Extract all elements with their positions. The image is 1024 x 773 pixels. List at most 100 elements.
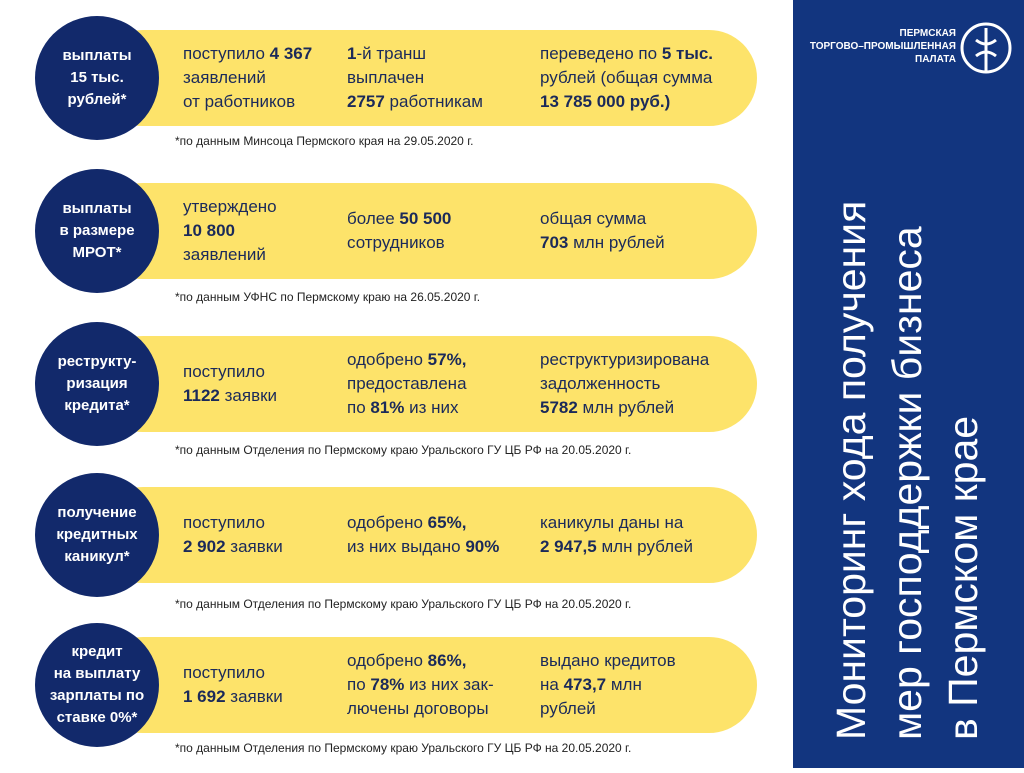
info-line: переведено по 5 тыс. <box>540 42 713 66</box>
label-line: 15 тыс. <box>70 69 124 86</box>
text: каникулы даны на <box>540 513 684 532</box>
info-line: по 81% из них <box>347 396 467 420</box>
info-line: 2 947,5 млн рублей <box>540 535 693 559</box>
label-line: рублей* <box>67 91 127 108</box>
text: лючены договоры <box>347 699 489 718</box>
label-line: в размере <box>59 222 135 239</box>
row-pill <box>95 487 757 583</box>
info-cell: каникулы даны на 2 947,5 млн рублей <box>540 487 693 583</box>
label-line: зарплаты по <box>49 687 145 704</box>
info-line: из них выдано 90% <box>347 535 499 559</box>
row-label: кредит на выплату зарплаты по ставке 0%* <box>35 623 159 747</box>
row-label: получение кредитных каникул* <box>35 473 159 597</box>
figure: 10 800 <box>183 221 235 240</box>
info-cell: поступило 1122 заявки <box>183 336 277 432</box>
label-line: ставке 0%* <box>56 709 138 726</box>
text: поступило <box>183 362 265 381</box>
logo-text: ПЕРМСКАЯ <box>900 28 956 39</box>
logo-text: ПАЛАТА <box>915 54 956 65</box>
figure: 57%, <box>427 350 467 369</box>
figure: 473,7 <box>563 675 607 694</box>
footnote: *по данным Отделения по Пермскому краю У… <box>175 741 632 755</box>
info-line: заявлений <box>183 66 312 90</box>
info-line: 1-й транш <box>347 42 483 66</box>
text: млн <box>606 675 642 694</box>
text: млн рублей <box>577 398 675 417</box>
text: одобрено <box>347 513 428 532</box>
side-panel: ПЕРМСКАЯ ТОРГОВО–ПРОМЫШЛЕННАЯ ПАЛАТА Монит… <box>793 0 1024 768</box>
info-cell: поступило 2 902 заявки <box>183 487 283 583</box>
label-line: ризация <box>66 375 128 392</box>
text: задолженность <box>540 374 661 393</box>
info-line: более 50 500 <box>347 207 451 231</box>
info-line: одобрено 57%, <box>347 348 467 372</box>
text: по <box>347 675 371 694</box>
info-line: 5782 млн рублей <box>540 396 709 420</box>
info-line: одобрено 86%, <box>347 649 494 673</box>
text: млн рублей <box>596 537 693 556</box>
info-cell: одобрено 57%, предоставлена по 81% из них <box>347 336 467 432</box>
figure: 1122 <box>183 386 220 405</box>
figure: 703 <box>540 233 569 252</box>
info-cell: выдано кредитов на 473,7 млн рублей <box>540 637 676 733</box>
info-line: выплачен <box>347 66 483 90</box>
label-line: на выплату <box>53 665 141 682</box>
row-label: реструкту-ризация кредита* <box>35 322 159 446</box>
info-line: общая сумма <box>540 207 665 231</box>
info-line: поступило <box>183 661 283 685</box>
text: заявлений <box>183 245 266 264</box>
info-line: рублей (общая сумма <box>540 66 713 90</box>
figure: 78% <box>370 675 405 694</box>
logo-text: ТОРГОВО–ПРОМЫШЛЕННАЯ <box>810 41 956 52</box>
info-line: 10 800 <box>183 219 277 243</box>
figure: 1 <box>347 44 357 63</box>
row-pill <box>95 637 757 733</box>
figure: 86%, <box>427 651 467 670</box>
footnote: *по данным Отделения по Пермскому краю У… <box>175 443 632 457</box>
figure: 13 785 000 руб.) <box>540 92 671 111</box>
info-line: 13 785 000 руб.) <box>540 90 713 114</box>
text: -й транш <box>356 44 427 63</box>
info-line: каникулы даны на <box>540 511 693 535</box>
label-line: кредитных <box>56 526 138 543</box>
side-svg: ПЕРМСКАЯ ТОРГОВО–ПРОМЫШЛЕННАЯ ПАЛАТА Монит… <box>810 22 1012 740</box>
text: сотрудников <box>347 233 445 252</box>
info-line: заявлений <box>183 243 277 267</box>
info-line: по 78% из них зак- <box>347 673 494 697</box>
row-label: выплаты 15 тыс. рублей* <box>35 16 159 140</box>
info-cell: 1-й транш выплачен 2757 работникам <box>347 30 483 126</box>
info-line: одобрено 65%, <box>347 511 499 535</box>
info-cell: переведено по 5 тыс. рублей (общая сумма 1… <box>540 30 713 126</box>
title-line: мер господдержки бизнеса <box>884 226 930 740</box>
text: поступило <box>183 44 270 63</box>
text: утверждено <box>183 197 277 216</box>
label-line: кредита* <box>64 397 130 414</box>
figure: 50 500 <box>399 209 452 228</box>
info-cell: поступило 1 692 заявки <box>183 637 283 733</box>
label-line: кредит <box>71 643 123 660</box>
info-line: от работников <box>183 90 312 114</box>
info-cell: одобрено 86%, по 78% из них зак-лючены до… <box>347 637 494 733</box>
figure: 2757 <box>347 92 385 111</box>
info-line: 1122 заявки <box>183 384 277 408</box>
figure: 90% <box>465 537 500 556</box>
text: заявки <box>225 537 283 556</box>
text: переведено по <box>540 44 662 63</box>
figure: 5 тыс. <box>661 44 714 63</box>
info-cell: более 50 500 сотрудников <box>347 183 451 279</box>
info-line: 1 692 заявки <box>183 685 283 709</box>
info-line: реструктуризирована <box>540 348 709 372</box>
info-cell: одобрено 65%, из них выдано 90% <box>347 487 499 583</box>
title-line: в Пермском крае <box>940 416 986 740</box>
text: из них зак- <box>404 675 494 694</box>
text: более <box>347 209 400 228</box>
row-pill <box>95 336 757 432</box>
figure: 2 902 <box>183 537 226 556</box>
text: предоставлена <box>347 374 467 393</box>
info-line: на 473,7 млн <box>540 673 676 697</box>
text: заявки <box>225 687 283 706</box>
footnote: *по данным Минсоца Пермского края на 29.… <box>175 134 474 148</box>
text: общая сумма <box>540 209 647 228</box>
figure: 65%, <box>427 513 467 532</box>
figure: 2 947,5 <box>540 537 597 556</box>
